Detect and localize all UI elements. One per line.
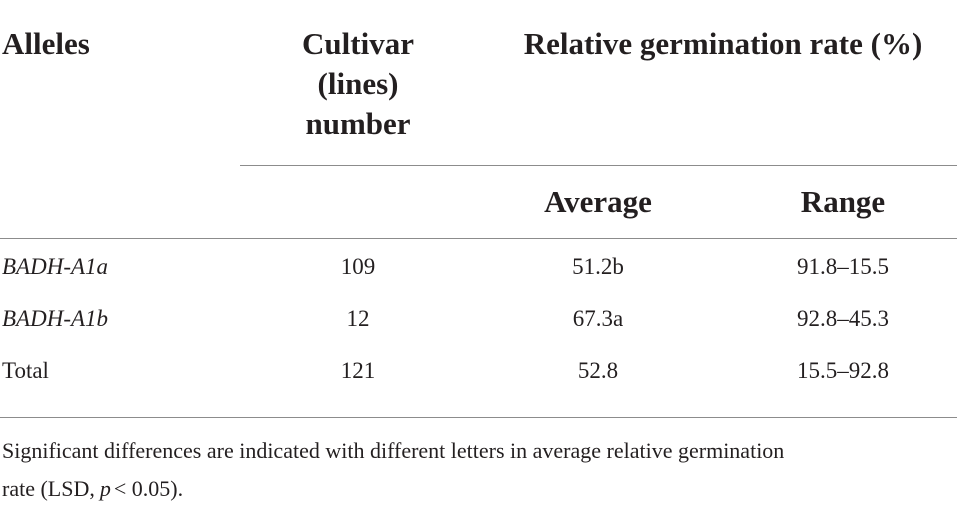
rule — [0, 238, 957, 239]
cell: 12 — [346, 306, 370, 331]
rule — [240, 165, 957, 166]
cell: 109 — [340, 254, 376, 279]
header-cell: (lines) — [317, 66, 399, 101]
footnote: rate (LSD, p < 0.05). — [2, 476, 183, 502]
cell: BADH-A1a — [2, 254, 109, 279]
rule — [0, 417, 957, 418]
cell: 52.8 — [577, 358, 619, 383]
cell: Total — [2, 358, 49, 383]
subheader-cell: Range — [800, 184, 886, 219]
cell: 121 — [340, 358, 376, 383]
cell: 15.5–92.8 — [797, 358, 889, 383]
cell: 92.8–45.3 — [797, 306, 889, 331]
footnote-text: < 0.05). — [113, 476, 184, 501]
footnote: Significant differences are indicated wi… — [2, 438, 785, 463]
subheader-cell: Average — [544, 184, 652, 219]
footnote-text: p — [99, 476, 111, 501]
cell: 51.2b — [572, 254, 624, 279]
cell: 91.8–15.5 — [797, 254, 889, 279]
footnote-text: rate (LSD, — [2, 476, 95, 501]
header-cell: Cultivar — [302, 26, 414, 61]
header-cell: Relative germination rate (%) — [523, 26, 923, 61]
cell: BADH-A1b — [2, 306, 109, 331]
header-cell: number — [305, 106, 411, 141]
header-cell: Alleles — [2, 26, 90, 61]
cell: 67.3a — [572, 306, 624, 331]
